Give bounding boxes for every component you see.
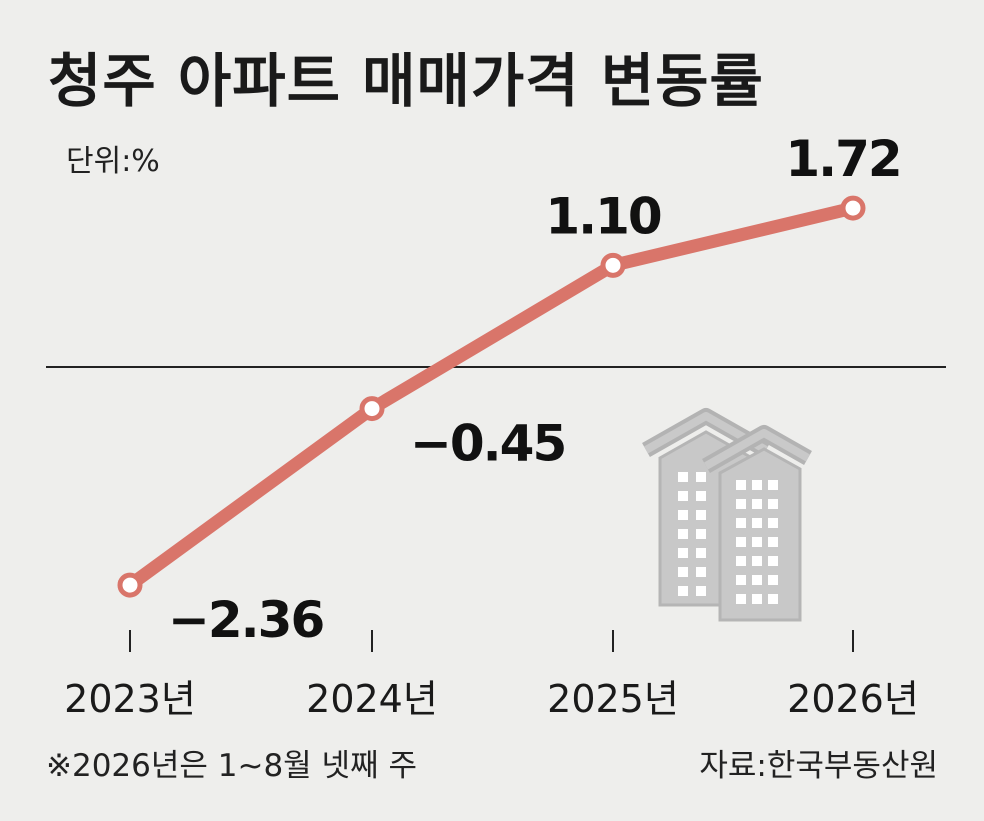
building-window [768,480,778,490]
building-window [696,472,706,482]
data-labels: −2.36 −0.45 1.10 1.72 [168,130,903,649]
building-window [768,594,778,604]
building-window [752,594,762,604]
building-window [768,537,778,547]
chart-title: 청주 아파트 매매가격 변동률 [48,47,764,115]
building-window [768,518,778,528]
data-point-3 [600,252,626,278]
building-window [768,499,778,509]
building-window [736,518,746,528]
building-window [736,575,746,585]
x-axis-ticks [129,630,854,652]
building-window [752,499,762,509]
apartment-buildings-icon [642,408,812,622]
building-window [752,556,762,566]
building-window [752,518,762,528]
building-window [768,575,778,585]
data-point-4 [840,195,866,221]
building-window [678,472,688,482]
x-axis-labels: 2023년 2024년 2025년 2026년 [64,677,919,721]
building-window [736,480,746,490]
building-window [696,510,706,520]
footnote: ※2026년은 1~8월 넷째 주 [46,748,417,784]
building-window [678,510,688,520]
x-tick-label-3: 2025년 [547,677,679,721]
building-window [678,548,688,558]
building-window [696,548,706,558]
data-label-1: −2.36 [168,591,323,649]
building-window [678,491,688,501]
unit-label: 단위:% [66,144,160,179]
data-label-4: 1.72 [785,130,900,188]
building-window [696,586,706,596]
building-window [696,567,706,577]
building-window [736,556,746,566]
building-window [678,586,688,596]
building-window [678,567,688,577]
data-point-1 [117,572,143,598]
data-points [117,195,866,598]
building-window [696,491,706,501]
building-window [768,556,778,566]
building-window [752,480,762,490]
building-window [752,537,762,547]
building-window [752,575,762,585]
building-window [736,594,746,604]
x-tick-label-1: 2023년 [64,677,196,721]
data-label-3: 1.10 [545,187,661,245]
source-credit: 자료:한국부동산원 [699,748,938,784]
building-window [678,529,688,539]
data-point-2 [359,396,385,422]
building-window [736,537,746,547]
x-tick-label-2: 2024년 [306,677,438,721]
x-tick-label-4: 2026년 [787,677,919,721]
building-window [696,529,706,539]
series-line [123,201,860,592]
building-window [736,499,746,509]
data-label-2: −0.45 [410,415,565,473]
